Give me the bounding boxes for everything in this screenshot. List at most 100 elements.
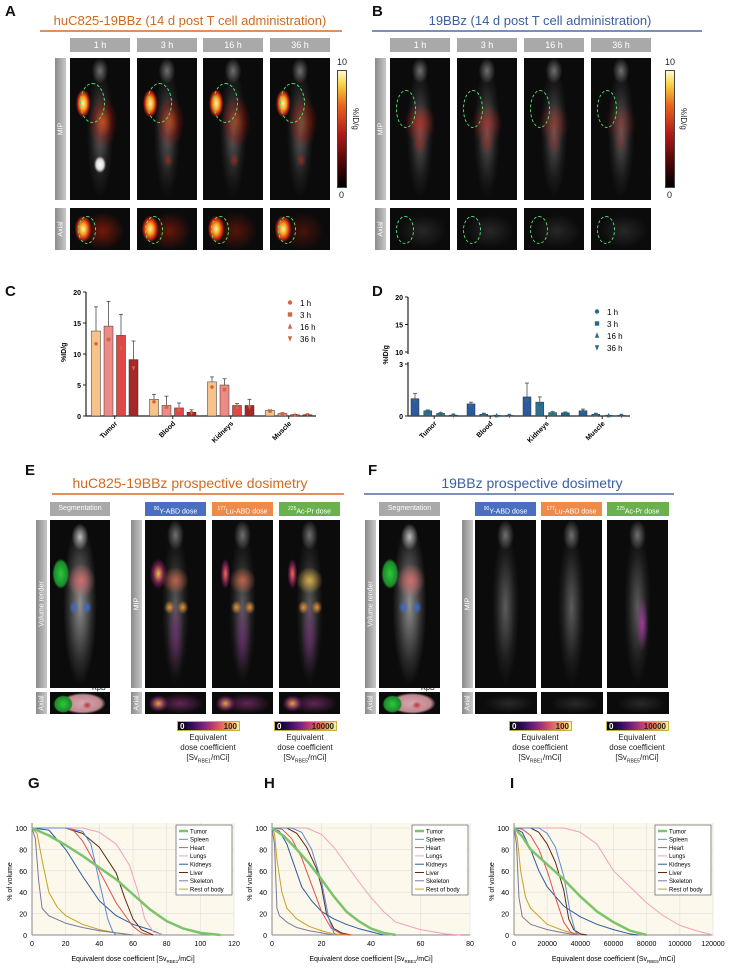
colorbar-a-max: 10	[337, 57, 348, 67]
time-header-b-36h: 36 h	[591, 38, 651, 52]
axis-break	[404, 354, 412, 362]
data-point	[438, 410, 443, 416]
data-point	[177, 406, 181, 411]
unit-post: /mCi]	[210, 753, 230, 762]
time-header-b-1h: 1 h	[390, 38, 450, 52]
series-line-rest-of-body	[31, 827, 134, 936]
legend-label: Liver	[190, 871, 203, 877]
x-tick-label: 100	[194, 941, 206, 948]
x-axis-label-part: Equivalent dose coefficient [Sv	[309, 956, 405, 963]
panel-label-e: E	[25, 462, 36, 479]
legend-label: Heart	[426, 846, 441, 852]
data-point	[189, 411, 194, 416]
series-line-lungs	[514, 827, 714, 936]
header-e-y90: 90Y-ABD dose	[145, 502, 206, 516]
y-axis-label: % of volume	[247, 862, 254, 901]
label-unit: [SvRBE5/mCi]	[597, 753, 677, 767]
legend-label: Spleen	[669, 838, 688, 844]
header-e-ac225: 225Ac-Pr dose	[279, 502, 340, 516]
dose-mip-image-e	[145, 520, 206, 688]
y-axis-label: % of volume	[7, 862, 14, 901]
volume-render-image-e	[50, 520, 110, 688]
label-line: Equivalent	[618, 733, 656, 742]
data-point	[152, 399, 156, 404]
series-line-kidneys	[271, 827, 384, 936]
x-axis-label: Equivalent dose coefficient [SvRBE5/mCi]	[552, 956, 675, 964]
time-header-a-36h: 36 h	[270, 38, 330, 52]
legend-label: Lungs	[190, 854, 206, 860]
axial-image-a	[137, 208, 197, 250]
x-tick-label: 40	[367, 941, 375, 948]
legend-label: 16 h	[300, 323, 316, 332]
legend-label: Kidneys	[190, 863, 211, 869]
unit-post: /mCi]	[542, 753, 562, 762]
mip-image-b	[457, 58, 517, 200]
y-axis-label: % of volume	[489, 862, 496, 901]
data-point	[426, 409, 430, 414]
legend-marker	[594, 309, 600, 314]
time-header-b-3h: 3 h	[457, 38, 517, 52]
colorbar-a	[337, 70, 347, 188]
category-label: Kidneys	[526, 420, 550, 444]
x-tick-label: 40000	[571, 941, 591, 948]
row-label-b-axial: Axial	[375, 208, 386, 250]
header-f-lu177: 177Lu-ABD dose	[541, 502, 602, 516]
colorbar-max: 100	[223, 722, 237, 731]
mip-image-b	[390, 58, 450, 200]
data-point	[469, 403, 473, 408]
series-line-spleen	[514, 827, 580, 936]
unit-sub: RBE5	[294, 758, 308, 765]
colorbar-min: 0	[180, 722, 185, 731]
x-tick-label: 120000	[701, 941, 724, 948]
row-label-b-mip: MIP	[375, 58, 386, 200]
y-tick-label: 60	[259, 869, 267, 876]
category-label: Tumor	[419, 420, 439, 440]
header-text: Ac-Pr dose	[296, 508, 331, 516]
y-tick-label: 40	[259, 890, 267, 897]
row-label-e-seg-axial: Axial	[36, 692, 47, 714]
mip-image-a	[70, 58, 130, 200]
legend-label: Heart	[669, 846, 684, 852]
x-tick-label: 40	[95, 941, 103, 948]
row-label-f-volume-render: Volume render	[365, 520, 376, 688]
colorbar-f-rbe1: 0 100	[509, 721, 572, 731]
label-unit: [SvRBE1/mCi]	[500, 753, 580, 767]
dose-axial-image-e	[145, 692, 206, 714]
legend-label: Rest of body	[190, 887, 224, 893]
data-point	[606, 412, 611, 418]
x-tick-label: 80000	[637, 941, 657, 948]
row-label-e-mip: MIP	[131, 520, 142, 688]
series-line-lungs	[32, 827, 164, 936]
label-line: dose coefficient	[609, 743, 665, 752]
tumor-roi-outline	[78, 216, 96, 244]
legend-label: 3 h	[607, 320, 618, 329]
panel-b-title: 19BBz (14 d post T cell administration)	[428, 13, 652, 28]
y-tick-label: 20	[501, 912, 509, 919]
tumor-roi-outline	[463, 216, 481, 244]
unit-pre: [Sv	[186, 753, 198, 762]
header-f-y90: 90Y-ABD dose	[475, 502, 536, 516]
x-axis-label-part: RBE5	[647, 959, 659, 964]
tumor-roi-outline	[278, 216, 296, 244]
label-line: dose coefficient	[277, 743, 333, 752]
y-tick-label: 0	[77, 414, 81, 421]
dose-mip-image-e	[212, 520, 273, 688]
data-point	[581, 409, 585, 414]
header-text: Y-ABD dose	[159, 508, 198, 516]
data-point	[268, 409, 272, 414]
data-point	[305, 413, 310, 418]
row-label-f-seg-axial: Axial	[365, 692, 376, 714]
y-tick-label: 3	[399, 362, 403, 369]
x-tick-label: 60	[129, 941, 137, 948]
panel-label-g: G	[28, 775, 40, 792]
tumor-roi-outline	[396, 90, 416, 128]
tumor-roi-outline	[597, 90, 617, 128]
series-line-lungs	[272, 827, 461, 936]
mip-image-b	[591, 58, 651, 200]
x-tick-label: 120	[228, 941, 240, 948]
row-label-a-mip: MIP	[55, 58, 66, 200]
series-line-heart	[271, 827, 352, 936]
data-point	[210, 385, 214, 389]
y-tick-label: 15	[395, 323, 403, 330]
volume-render-image-f	[379, 520, 440, 688]
